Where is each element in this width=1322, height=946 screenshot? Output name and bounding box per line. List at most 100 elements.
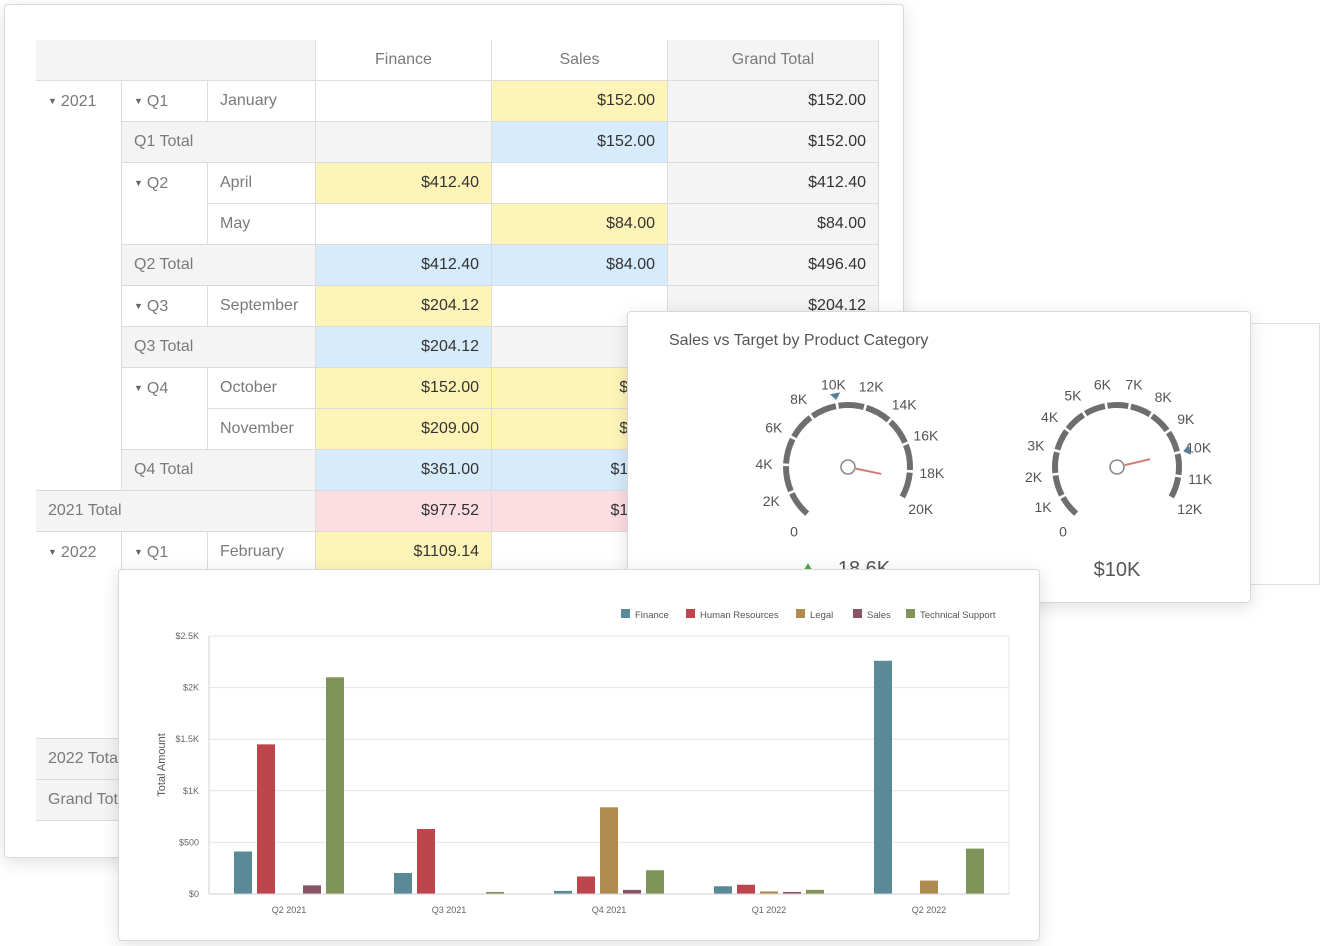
gauge1-scale-segment [888,419,908,444]
x-tick-label: Q1 2022 [752,905,787,915]
row-header-year[interactable]: ▼ 2021 [36,81,122,491]
bar-finance [714,886,732,894]
row-header-month: November [208,409,316,450]
cell-grand-total: $152.00 [668,122,879,163]
gauge-panel-title: Sales vs Target by Product Category [669,332,929,349]
bar-human-resources [737,884,755,894]
row-header-year-total: 2021 Total [36,491,316,532]
collapse-triangle-icon[interactable]: ▼ [134,178,143,188]
bar-technical-support [486,891,504,894]
gauge2-needle [1124,458,1151,467]
gauge2-scale-segment [1065,412,1086,431]
gauge-panel-backdrop [1240,323,1320,585]
gauge2-scale-segment [1107,402,1129,409]
gauge1-tick-label: 16K [913,428,939,444]
bar-legal [920,880,938,894]
gauge1-tick-label: 14K [892,397,918,413]
cell-finance-total: $361.00 [316,450,492,491]
bar-human-resources [577,876,595,894]
row-header-quarter[interactable]: ▼ Q1 [122,532,208,573]
row-header-month: October [208,368,316,409]
legend-label: Legal [810,610,833,621]
column-header-grand-total[interactable]: Grand Total [668,40,879,81]
row-header-month: February [208,532,316,573]
cell-sales [492,286,668,327]
collapse-triangle-icon[interactable]: ▼ [48,547,57,557]
row-header-year-label: 2022 [60,544,97,561]
gauge1-scale-segment [899,472,913,499]
gauges-svg: 0 2K 4K 6K 8K 10K 12K 14K 16K 18K 20K 0 1K 2K 3K 4K 5K 6K… [755,376,1212,581]
gauge2-scale-segment [1130,403,1152,418]
cell-sales: $84.00 [492,204,668,245]
gauge2-tick-label: 10K [1186,440,1212,456]
row-header-month: April [208,163,316,204]
column-header-sales[interactable]: Sales [492,40,668,81]
bar-finance [234,851,252,894]
gauge2-value-label: $10K [1094,559,1141,581]
row-header-year-label: 2021 [60,93,97,110]
bar-technical-support [806,889,824,894]
gauge2-scale-segment [1168,476,1182,499]
legend-label: Technical Support [920,610,996,621]
bar-human-resources [417,828,435,894]
bar-technical-support [646,870,664,894]
row-header-quarter[interactable]: ▼ Q1 [122,81,208,122]
gauge1-scale-segment [810,403,837,419]
collapse-triangle-icon[interactable]: ▼ [134,547,143,557]
cell-grand-total: $84.00 [668,204,879,245]
gauge1-tick-label: 6K [765,420,783,436]
cell-finance [316,81,492,122]
gauge2-scale-segment [1084,403,1106,417]
gauge2-tick-label: 5K [1064,388,1082,404]
collapse-triangle-icon[interactable]: ▼ [134,96,143,106]
gauge1-tick-label: 18K [919,465,945,481]
gauge1-tick-label: 0 [790,523,798,539]
gauge1-tick-label: 4K [755,456,773,472]
gauge1-scale-segment [789,492,810,516]
row-header-quarter-label: Q4 [146,380,169,397]
cell-finance-total [316,122,492,163]
gauge-panel: Sales vs Target by Product Category 0 2K 4… [627,311,1251,603]
row-header-quarter-total: Q3 Total [122,327,316,368]
row-header-quarter[interactable]: ▼ Q4 [122,368,208,450]
row-header-year[interactable]: ▼ 2022 [36,532,122,739]
gauge1-target-marker-icon [829,392,841,401]
collapse-triangle-icon[interactable]: ▼ [134,383,143,393]
bar-finance [874,660,892,894]
gauge1-scale-segment [783,466,794,493]
gauge2-tick-label: 1K [1035,499,1053,515]
gauge2-target-marker-icon [1183,444,1192,455]
cell-finance: $152.00 [316,368,492,409]
gauge2-tick-label: 3K [1027,437,1045,453]
gauge1-scale-segment [865,404,891,423]
gauge1-tick-label: 12K [859,378,885,394]
cell-finance: $1109.14 [316,532,492,573]
gauge2-tick-label: 6K [1094,376,1112,392]
gauge2-scale-segment [1054,429,1070,451]
legend-swatch [906,609,915,618]
cell-sales: $152.00 [492,81,668,122]
gauge2-tick-label: 2K [1025,469,1043,485]
collapse-triangle-icon[interactable]: ▼ [134,301,143,311]
gauge2-tick-label: 9K [1177,411,1195,427]
gauge1-scale-segment [903,443,913,471]
gauge2-scale-segment [1052,451,1060,474]
bar-finance [394,872,412,894]
bar-finance [554,890,572,894]
row-header-quarter[interactable]: ▼ Q3 [122,286,208,327]
pivot-corner [36,40,316,81]
gauge2-tick-label: 4K [1041,409,1059,425]
collapse-triangle-icon[interactable]: ▼ [48,96,57,106]
gauge1-scale-segment [791,415,813,439]
row-header-quarter-total: Q4 Total [122,450,316,491]
legend-label: Human Resources [700,610,779,621]
y-tick-label: $2.5K [175,631,199,641]
legend-swatch [853,609,862,618]
bar-technical-support [326,677,344,894]
gauge2-scale-segment [1150,413,1170,433]
column-header-finance[interactable]: Finance [316,40,492,81]
row-header-quarter[interactable]: ▼ Q2 [122,163,208,245]
gauge1-tick-label: 20K [908,501,934,517]
gauge1-tick-label: 10K [821,376,847,392]
gauge2-needle-hub [1109,459,1125,475]
